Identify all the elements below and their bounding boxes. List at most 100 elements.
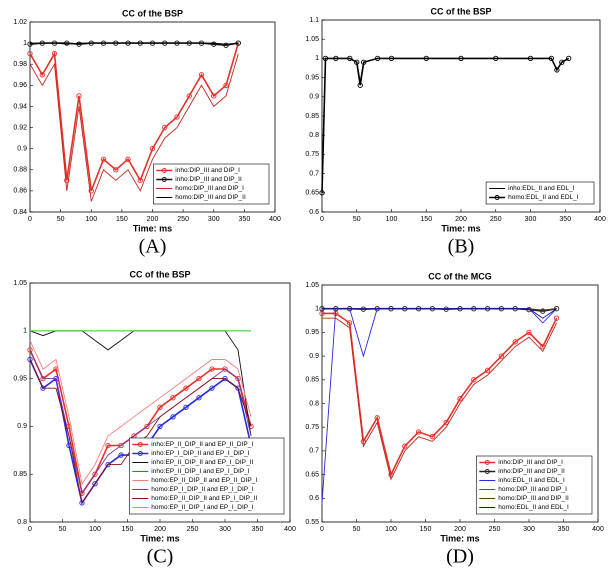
legend-label: inho:EDL_II and EDL_I — [498, 477, 565, 484]
series-marker — [458, 55, 464, 62]
y-tick-label: 0.7 — [309, 448, 319, 455]
series-marker — [27, 347, 33, 353]
legend-label: inho:EDL_II and EDL_I — [508, 185, 575, 192]
series-marker — [360, 306, 367, 312]
x-axis-label: Time: ms — [441, 223, 480, 233]
series-marker — [322, 55, 329, 62]
series-line — [321, 57, 570, 193]
series-marker — [357, 82, 363, 88]
chart-title: CC of the BSP — [122, 8, 183, 18]
y-tick-label: 0.8 — [17, 519, 27, 526]
series-marker — [346, 320, 353, 326]
x-tick-label: 0 — [28, 526, 32, 533]
x-tick-label: 200 — [454, 526, 466, 533]
series-marker — [554, 67, 560, 73]
y-tick-label: 0.75 — [305, 151, 319, 158]
series-marker — [209, 366, 215, 372]
x-tick-label: 350 — [559, 216, 571, 223]
y-tick-label: 0.85 — [13, 471, 27, 478]
series-marker — [88, 188, 94, 194]
y-tick-label: 0.6 — [309, 495, 319, 502]
legend-box — [129, 437, 285, 515]
legend-marker — [137, 442, 143, 447]
series-line — [322, 317, 558, 481]
series-marker — [92, 471, 98, 477]
series-marker — [186, 93, 192, 99]
y-tick-label: 0.95 — [13, 375, 27, 382]
x-axis-label: Time: ms — [140, 533, 179, 543]
series-line — [322, 308, 557, 319]
x-tick-label: 350 — [558, 526, 570, 533]
series-marker — [196, 395, 202, 401]
series-marker — [443, 306, 449, 312]
series-marker — [374, 415, 380, 421]
x-tick-label: 0 — [320, 216, 324, 223]
legend-label: inho:EP_II_DIP_I and EP_I_DIP_I — [151, 468, 249, 475]
y-tick-label: 0.8 — [309, 400, 319, 407]
series-marker — [144, 423, 150, 430]
series-marker — [222, 366, 228, 372]
series-marker — [76, 41, 82, 47]
y-tick-label: 1.1 — [309, 17, 319, 24]
legend-marker — [137, 451, 143, 456]
x-tick-label: 150 — [116, 216, 128, 223]
plot-area — [321, 19, 601, 213]
y-tick-label: 1.02 — [13, 19, 27, 26]
series-line — [29, 53, 239, 202]
series-marker — [429, 434, 436, 440]
legend-marker — [494, 195, 500, 200]
x-tick-label: 200 — [455, 216, 467, 223]
x-tick-label: 350 — [239, 216, 251, 223]
y-tick-label: 0.92 — [13, 124, 27, 131]
chart-title: CC of the BSP — [430, 6, 491, 16]
series-marker — [211, 41, 217, 47]
y-tick-label: 1.05 — [13, 280, 27, 287]
x-tick-label: 250 — [489, 526, 501, 533]
x-tick-label: 100 — [386, 216, 398, 223]
series-marker — [39, 72, 45, 78]
y-tick-label: 0.95 — [305, 74, 319, 81]
x-tick-label: 150 — [420, 526, 432, 533]
y-tick-label: 0.65 — [305, 190, 319, 197]
series-marker — [170, 414, 176, 420]
x-tick-label: 300 — [523, 526, 535, 533]
panel-label: (C) — [147, 546, 174, 568]
legend-box — [475, 455, 593, 515]
y-tick-label: 0.6 — [309, 209, 319, 216]
series-marker — [125, 156, 131, 162]
x-tick-label: 50 — [57, 216, 65, 223]
legend-label: inho:DIP_III and DIP_I — [175, 167, 240, 174]
series-marker — [105, 442, 111, 449]
y-tick-label: 0.85 — [305, 377, 319, 384]
legend-marker — [161, 177, 167, 182]
x-axis-label: Time: ms — [440, 533, 479, 543]
legend-label: inho:DIP_III and DIP_I — [498, 459, 563, 466]
legend-label: inho:EP_II_DIP_II and EP_II_DIP_I — [151, 441, 253, 448]
series-marker — [27, 356, 33, 363]
series-marker — [423, 55, 429, 62]
y-tick-label: 0.9 — [17, 146, 27, 153]
series-marker — [174, 114, 180, 120]
y-tick-label: 1 — [315, 306, 319, 313]
chart-title: CC of the BSP — [129, 269, 190, 279]
series-marker — [113, 167, 119, 173]
x-tick-label: 400 — [592, 526, 604, 533]
x-tick-label: 400 — [284, 526, 296, 533]
x-tick-label: 250 — [490, 216, 502, 223]
series-marker — [27, 41, 33, 47]
series-marker — [553, 315, 560, 321]
series-marker — [183, 404, 189, 410]
legend-label: homo:EP_I_DIP_II and EP_I_DIP_I — [151, 486, 253, 493]
x-tick-label: 100 — [89, 526, 101, 533]
series-marker — [548, 55, 554, 62]
series-marker — [198, 72, 205, 78]
legend-label: homo:EP_II_DIP_I and EP_I_DIP_I — [151, 504, 253, 511]
series-marker — [118, 452, 124, 458]
legend-label: homo:DIP_III and DIP_I — [175, 185, 244, 192]
legend-label: homo:DIP_III and DIP_I — [498, 486, 567, 493]
series-marker — [540, 308, 546, 314]
y-tick-label: 0.84 — [13, 209, 27, 216]
series-marker — [223, 82, 229, 88]
y-tick-label: 0.95 — [305, 329, 319, 336]
